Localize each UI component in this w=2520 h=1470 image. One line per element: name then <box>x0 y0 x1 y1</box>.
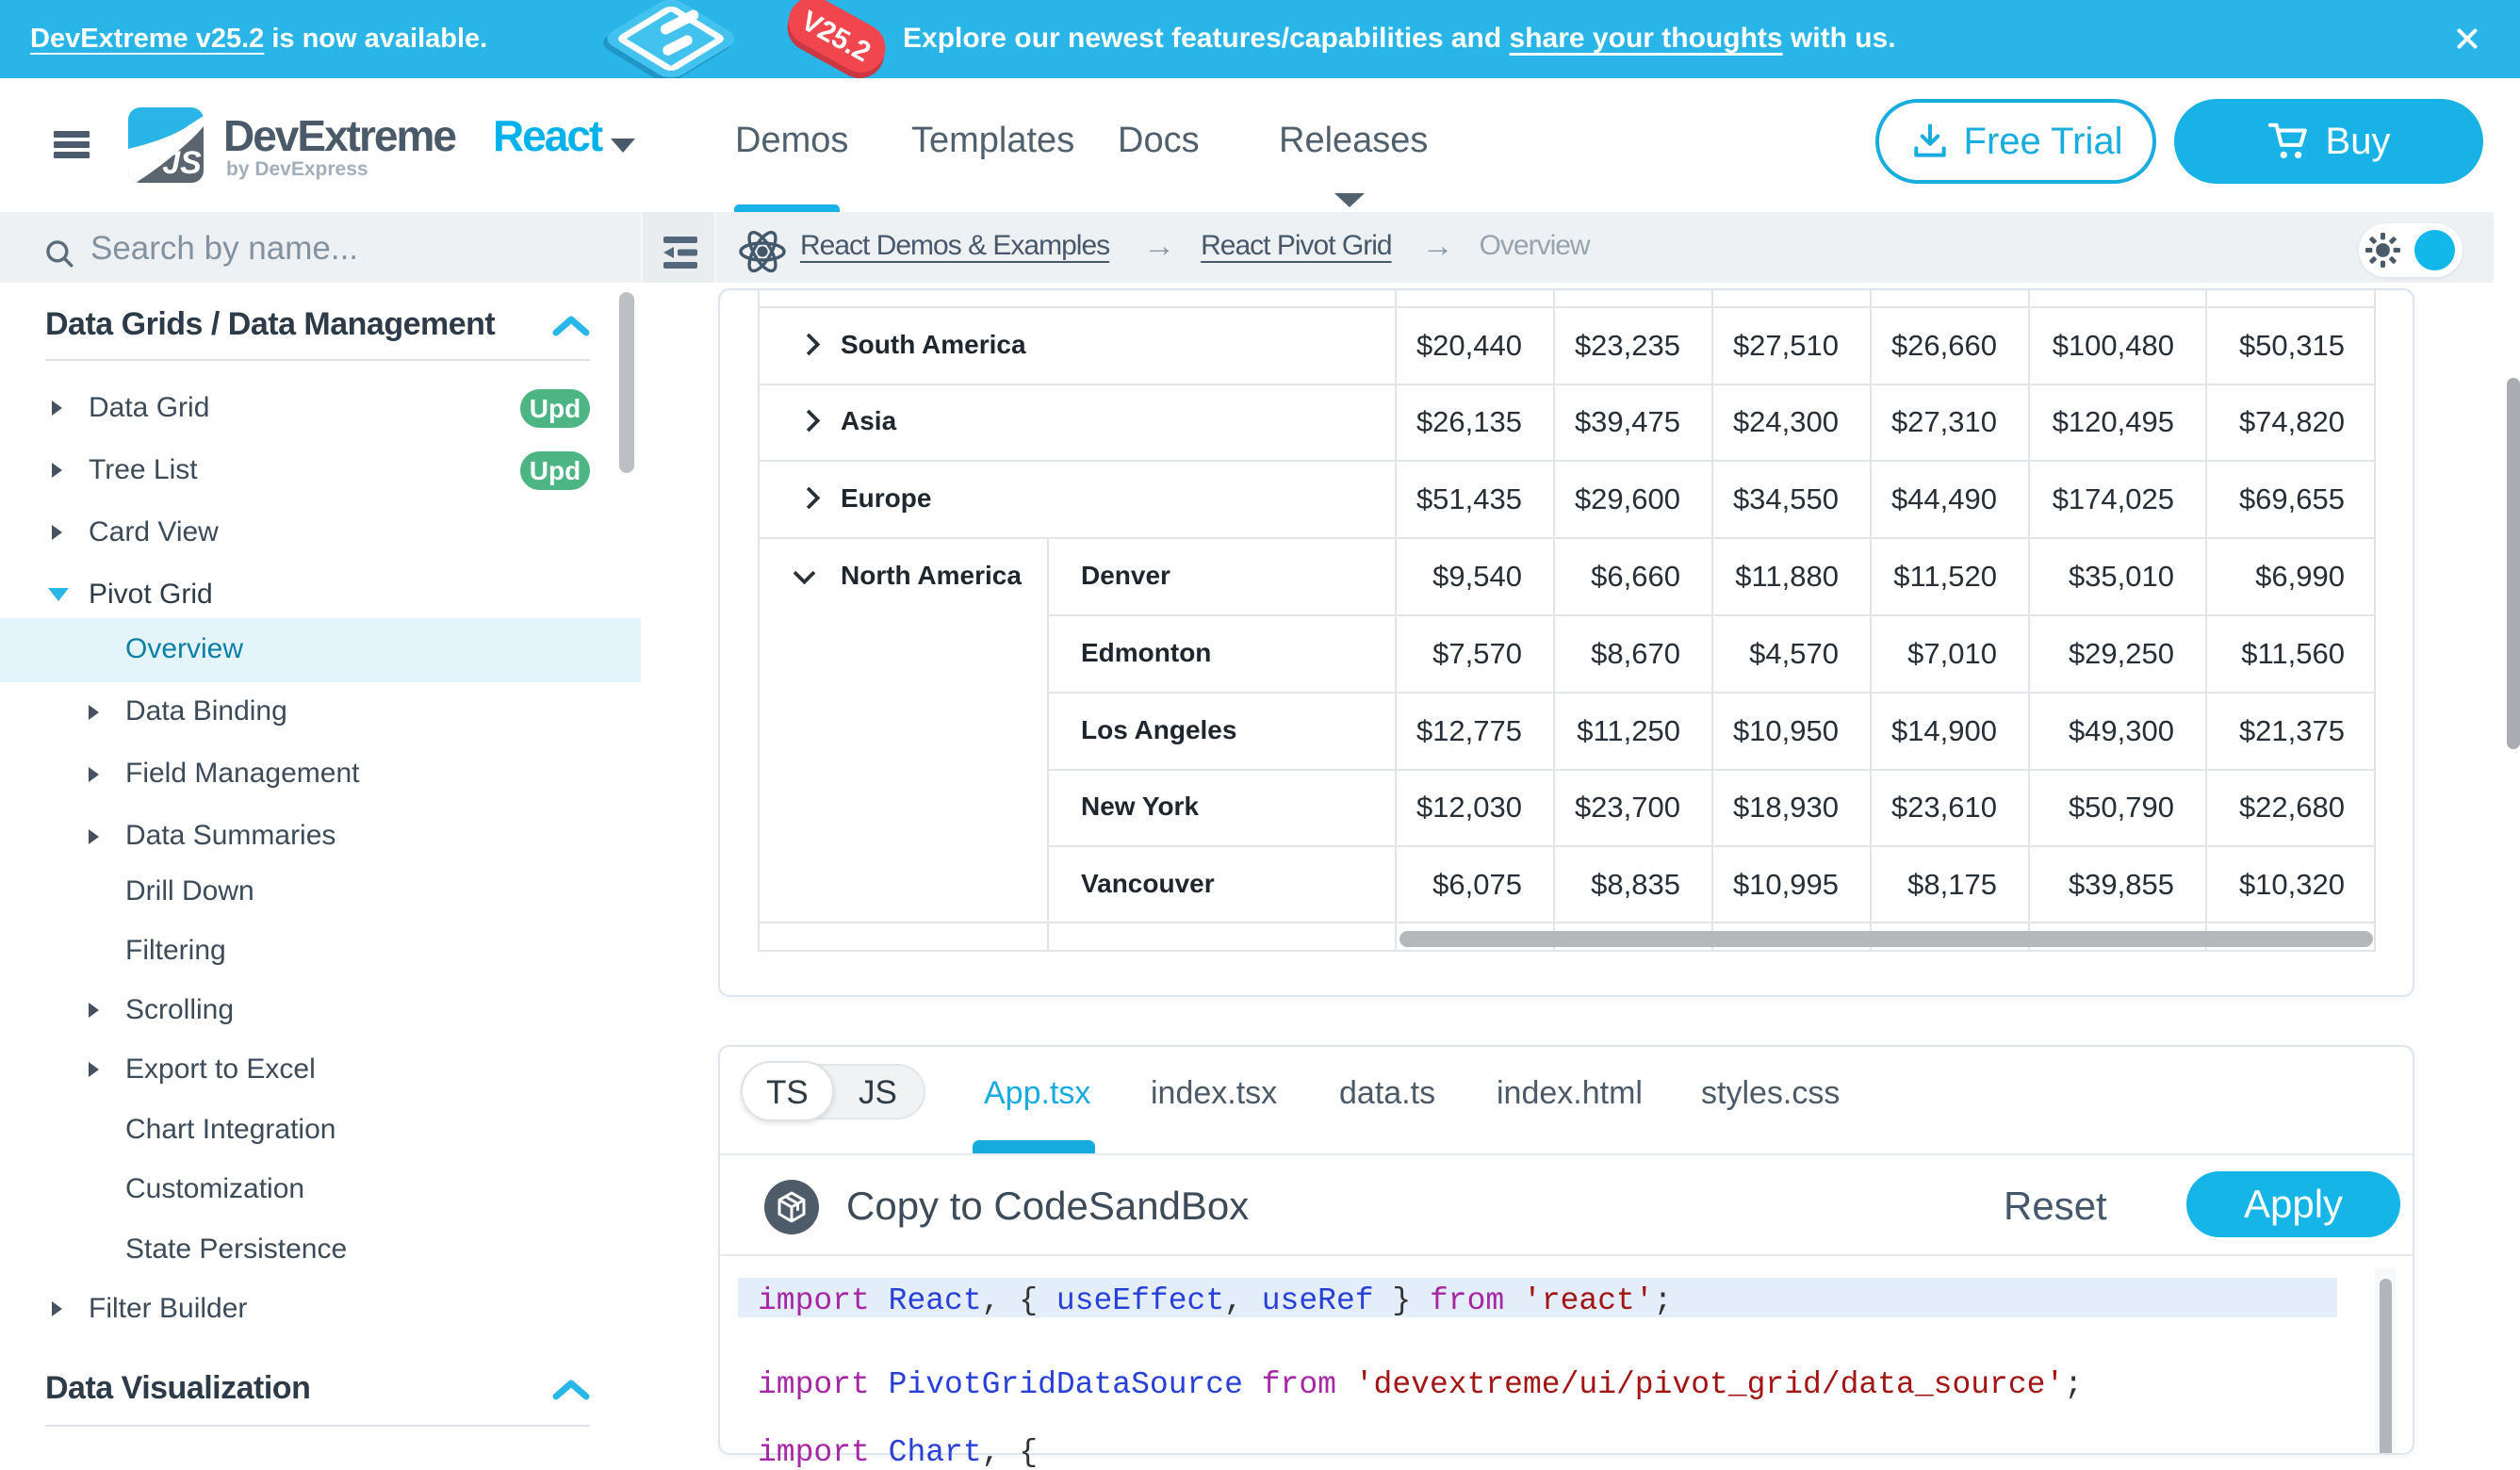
svg-text:JS: JS <box>162 145 202 181</box>
